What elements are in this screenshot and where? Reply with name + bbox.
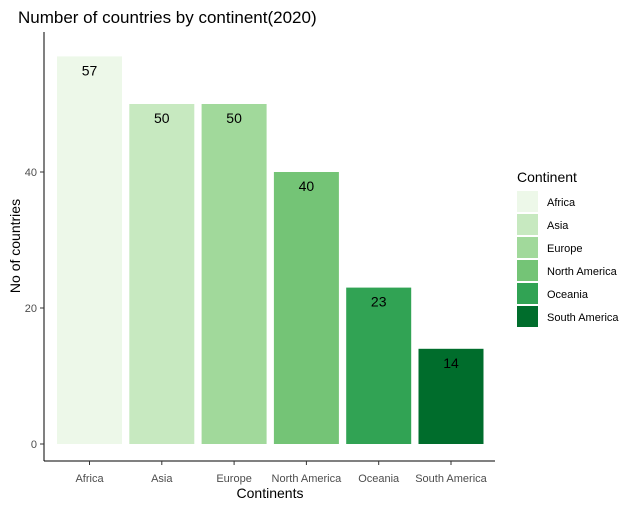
legend-items-group: Africa Asia Europe North America Oceania Sout…	[517, 191, 619, 327]
y-tick-label-40: 40	[25, 167, 37, 179]
bar-europe	[201, 104, 267, 444]
bar-asia	[129, 104, 195, 444]
legend-label-europe: Europe	[547, 243, 582, 255]
x-ticks-group: Africa Asia Europe North America Oceania Sout…	[75, 461, 488, 485]
legend-label-north-america: North America	[547, 266, 618, 278]
legend-swatch-oceania	[517, 283, 538, 304]
data-label-north-america: 40	[299, 178, 315, 194]
legend-swatch-asia	[517, 214, 538, 235]
legend: Continent Africa Asia Europe North America O…	[517, 169, 619, 327]
y-tick-label-20: 20	[25, 303, 37, 315]
legend-label-south-america: South America	[547, 312, 619, 324]
bars-group	[57, 56, 484, 445]
x-tick-label-asia: Asia	[151, 473, 173, 485]
legend-swatch-north-america	[517, 260, 538, 281]
y-tick-label-0: 0	[31, 439, 37, 451]
x-tick-label-oceania: Oceania	[358, 473, 400, 485]
y-ticks-group: 0 20 40	[25, 167, 44, 451]
bar-africa	[57, 56, 122, 445]
y-axis-title: No of countries	[7, 199, 23, 293]
legend-label-oceania: Oceania	[547, 289, 589, 301]
data-label-asia: 50	[154, 110, 170, 126]
legend-swatch-europe	[517, 237, 538, 258]
data-labels-group: 57 50 50 40 23 14	[82, 62, 459, 370]
bar-oceania	[346, 287, 412, 444]
legend-swatch-africa	[517, 191, 538, 212]
x-tick-label-africa: Africa	[75, 473, 104, 485]
bar-south-america	[418, 348, 484, 444]
x-axis-title: Continents	[237, 485, 304, 501]
data-label-south-america: 14	[443, 355, 459, 371]
legend-label-asia: Asia	[547, 220, 569, 232]
legend-swatch-south-america	[517, 306, 538, 327]
x-tick-label-europe: Europe	[216, 473, 251, 485]
bar-north-america	[273, 172, 339, 444]
data-label-europe: 50	[226, 110, 242, 126]
chart-title: Number of countries by continent(2020)	[18, 8, 317, 27]
legend-title: Continent	[517, 169, 577, 185]
x-tick-label-north-america: North America	[272, 473, 343, 485]
x-tick-label-south-america: South America	[415, 473, 487, 485]
legend-label-africa: Africa	[547, 197, 576, 209]
data-label-oceania: 23	[371, 294, 387, 310]
data-label-africa: 57	[82, 62, 98, 78]
